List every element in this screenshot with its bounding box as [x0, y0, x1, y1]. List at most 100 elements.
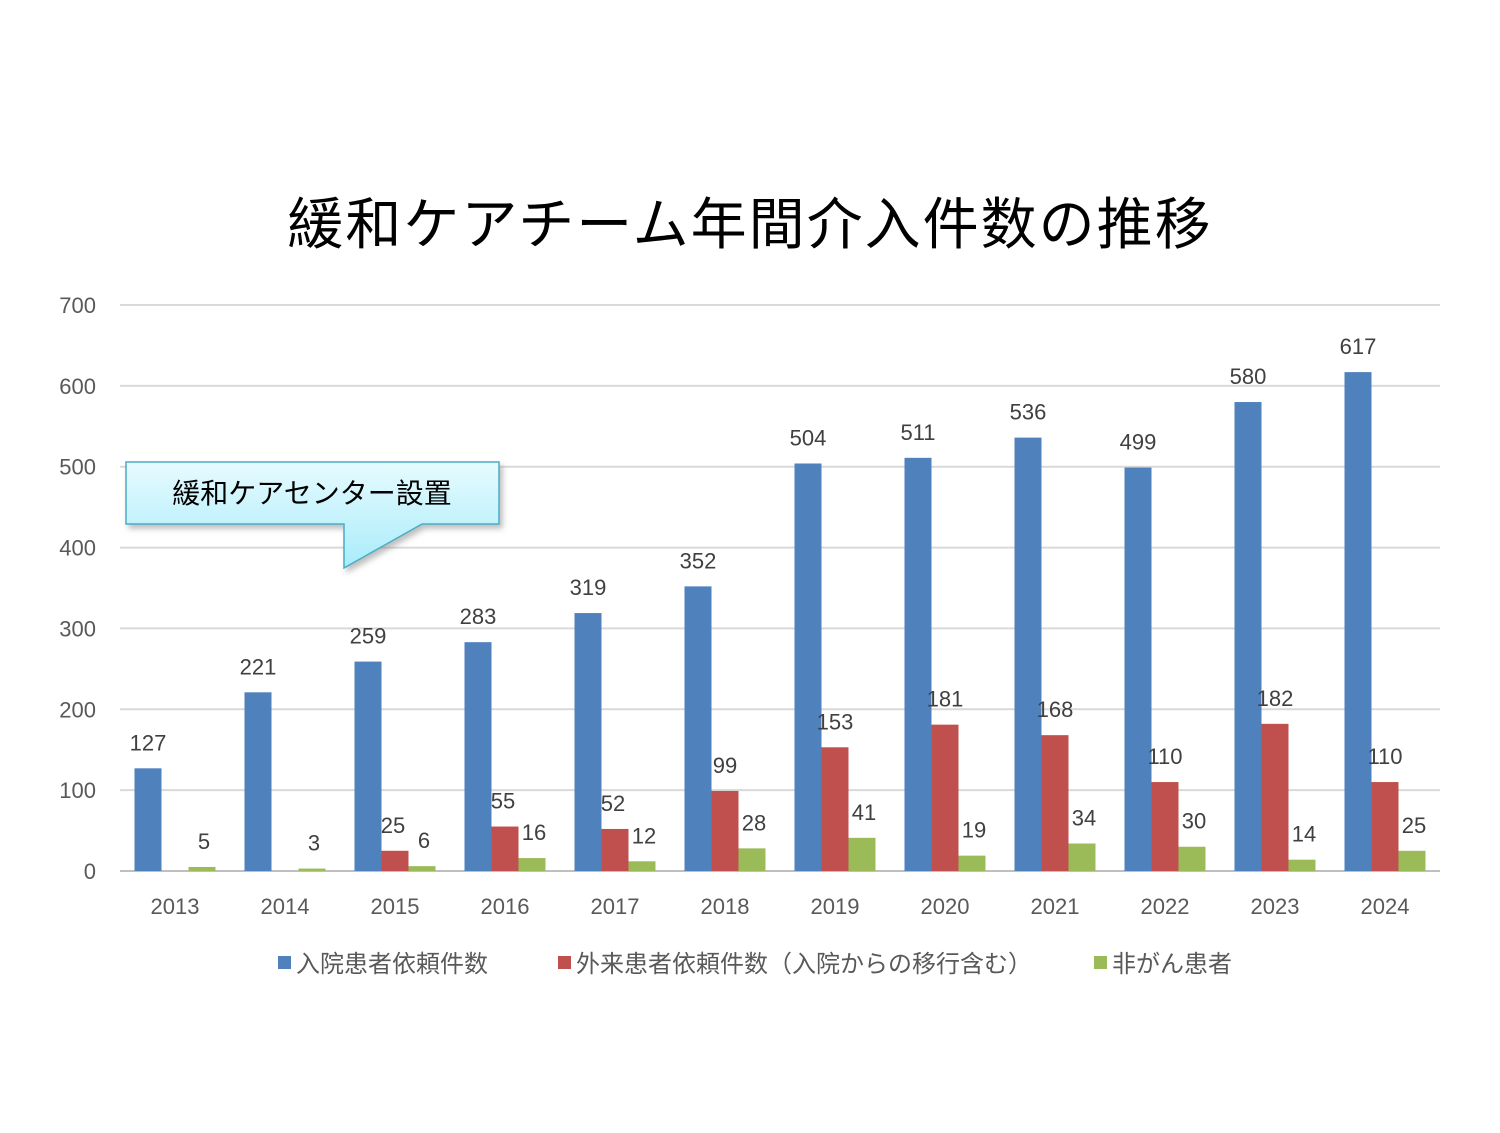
- data-label: 99: [713, 753, 737, 778]
- bar-1: [244, 692, 272, 871]
- bar-1: [794, 463, 822, 871]
- y-tick-label: 100: [59, 778, 96, 803]
- x-tick-label: 2018: [701, 894, 750, 919]
- x-tick-label: 2013: [151, 894, 200, 919]
- y-tick-label: 0: [84, 859, 96, 884]
- data-labels: 127 5 221 3 259 25 6 283 55 16 319 52 12 352 99 28 504 15…: [130, 334, 1427, 855]
- data-label: 504: [790, 425, 827, 450]
- bar-1: [1234, 402, 1262, 871]
- bar-2: [1041, 735, 1069, 871]
- bar-3: [958, 855, 986, 871]
- data-label: 283: [460, 604, 497, 629]
- bar-3: [1398, 850, 1426, 871]
- data-label: 52: [601, 791, 625, 816]
- data-label: 617: [1340, 334, 1377, 359]
- data-label: 511: [900, 420, 935, 445]
- bar-2: [1151, 782, 1179, 871]
- data-label: 536: [1010, 400, 1047, 425]
- bar-1: [464, 642, 492, 871]
- bar-3: [408, 866, 436, 871]
- data-label: 153: [817, 709, 854, 734]
- bar-2: [821, 747, 849, 871]
- data-label: 19: [962, 818, 986, 843]
- x-tick-label: 2023: [1251, 894, 1300, 919]
- data-label: 14: [1292, 822, 1316, 847]
- x-tick-label: 2017: [591, 894, 640, 919]
- y-tick-label: 600: [59, 374, 96, 399]
- y-axis-ticks: 0 100 200 300 400 500 600 700: [59, 293, 96, 884]
- y-tick-label: 400: [59, 536, 96, 561]
- bar-1: [134, 768, 162, 871]
- y-tick-label: 500: [59, 455, 96, 480]
- legend-label: 入院患者依頼件数: [296, 950, 488, 978]
- legend-swatch: [558, 956, 571, 969]
- y-tick-label: 700: [59, 293, 96, 318]
- data-label: 12: [632, 823, 656, 848]
- bar-2: [1261, 723, 1289, 871]
- legend-swatch: [278, 956, 291, 969]
- data-label: 25: [381, 813, 405, 838]
- bar-3: [628, 861, 656, 871]
- legend-label: 外来患者依頼件数（入院からの移行含む）: [576, 950, 1032, 978]
- data-label: 181: [927, 687, 964, 712]
- x-axis-ticks: 2013 2014 2015 2016 2017 2018 2019 2020 2021 2022…: [151, 894, 1410, 919]
- x-tick-label: 2015: [371, 894, 420, 919]
- legend-swatch: [1094, 956, 1107, 969]
- y-tick-label: 300: [59, 616, 96, 641]
- x-tick-label: 2020: [921, 894, 970, 919]
- x-tick-label: 2021: [1031, 894, 1080, 919]
- bar-1: [904, 457, 932, 871]
- data-label: 5: [198, 829, 210, 854]
- data-label: 110: [1367, 744, 1402, 769]
- data-label: 6: [418, 828, 430, 853]
- data-label: 110: [1147, 744, 1182, 769]
- bar-2: [491, 826, 519, 871]
- data-label: 499: [1120, 430, 1157, 455]
- bar-3: [1178, 846, 1206, 871]
- bar-1: [574, 613, 602, 871]
- data-label: 580: [1230, 364, 1267, 389]
- x-tick-label: 2016: [481, 894, 530, 919]
- data-label: 34: [1072, 806, 1096, 831]
- y-tick-label: 200: [59, 697, 96, 722]
- callout-annotation: 緩和ケアセンター設置: [125, 461, 500, 570]
- bar-1: [354, 661, 382, 871]
- data-label: 221: [240, 654, 277, 679]
- bar-3: [738, 848, 766, 871]
- bar-2: [381, 850, 409, 871]
- bar-3: [1288, 859, 1316, 871]
- data-label: 319: [570, 575, 607, 600]
- bar-2: [931, 724, 959, 871]
- bars: [134, 372, 1426, 871]
- data-label: 3: [308, 831, 320, 856]
- data-label: 30: [1182, 809, 1206, 834]
- bar-3: [298, 868, 326, 871]
- data-label: 182: [1257, 686, 1294, 711]
- bar-1: [684, 586, 712, 871]
- bar-3: [1068, 843, 1096, 871]
- callout-bubble: [125, 461, 500, 570]
- bar-1: [1344, 372, 1372, 871]
- x-tick-label: 2019: [811, 894, 860, 919]
- page-title: 緩和ケアチーム年間介入件数の推移: [287, 193, 1213, 258]
- data-label: 55: [491, 789, 515, 814]
- data-label: 28: [742, 810, 766, 835]
- data-label: 168: [1037, 697, 1074, 722]
- bar-2: [711, 790, 739, 871]
- bar-1: [1124, 467, 1152, 871]
- bar-2: [1371, 782, 1399, 871]
- x-tick-label: 2024: [1361, 894, 1410, 919]
- callout-text: 緩和ケアセンター設置: [172, 477, 451, 510]
- data-label: 16: [522, 820, 546, 845]
- bar-1: [1014, 437, 1042, 871]
- bar-3: [188, 866, 216, 871]
- data-label: 259: [350, 624, 387, 649]
- x-tick-label: 2014: [261, 894, 310, 919]
- legend-label: 非がん患者: [1112, 950, 1232, 978]
- data-label: 25: [1402, 813, 1426, 838]
- data-label: 41: [852, 800, 876, 825]
- legend: 入院患者依頼件数 外来患者依頼件数（入院からの移行含む） 非がん患者: [278, 950, 1232, 978]
- bar-3: [848, 837, 876, 871]
- bar-3: [518, 858, 546, 871]
